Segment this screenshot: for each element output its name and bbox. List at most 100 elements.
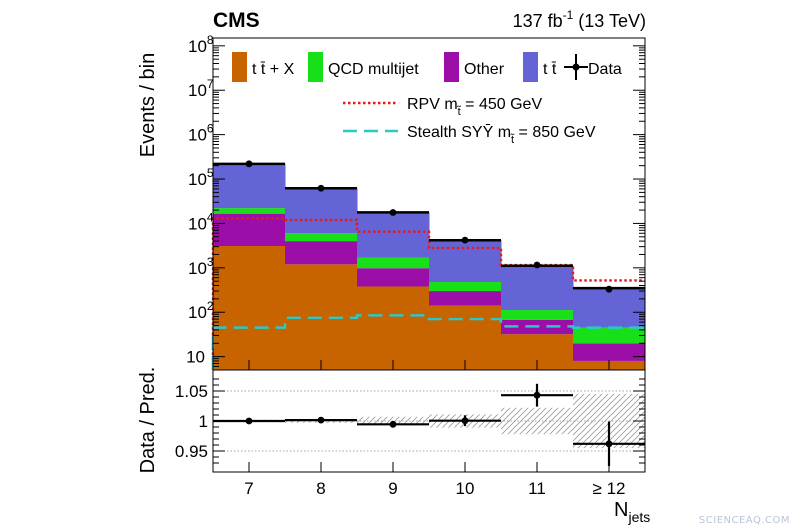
legend-after-stealth: = 850 GeV xyxy=(514,124,596,141)
x-tick-label-1: 8 xyxy=(316,479,325,498)
top-tick-label-7: 108 xyxy=(188,33,214,56)
lumi-value: 137 fb xyxy=(513,11,563,31)
top-tick-exp-4: 5 xyxy=(207,166,214,180)
legend-swatch-ttx xyxy=(232,52,247,82)
ratio-point-0 xyxy=(245,417,253,425)
bar-other-2 xyxy=(357,268,430,287)
bar-tt-4 xyxy=(501,265,574,311)
signal-line-stealth xyxy=(211,314,645,370)
legend-swatch-qcd xyxy=(308,52,323,82)
bar-ttx-2 xyxy=(357,286,430,370)
top-tick-base-6: 10 xyxy=(188,81,207,100)
watermark: SCIENCEAQ.COM xyxy=(698,515,790,526)
data-point-0 xyxy=(245,160,253,168)
bar-tt-3 xyxy=(429,240,502,282)
legend-label-ttx: t t̄ + X xyxy=(252,61,295,78)
bar-ttx-3 xyxy=(429,305,502,370)
top-tick-base-1: 10 xyxy=(188,303,207,322)
energy-value: (13 TeV) xyxy=(573,11,646,31)
ratio-tick-label-2: 1.05 xyxy=(175,382,208,401)
legend-label-stealth: Stealth SYȲ mt̃ = 850 GeV xyxy=(407,123,596,146)
x-axis-label-sub: jets xyxy=(627,509,650,525)
x-tick-label-4: 11 xyxy=(528,479,546,498)
ratio-band-4 xyxy=(501,407,573,435)
legend-label-data: Data xyxy=(588,61,622,78)
legend-swatch-tt xyxy=(523,52,538,82)
lumi-label: 137 fb-1 (13 TeV) xyxy=(513,8,646,31)
signal-lines xyxy=(211,217,645,370)
legend-after-rpv: = 450 GeV xyxy=(461,96,543,113)
bar-other-1 xyxy=(285,241,358,265)
top-tick-label-2: 103 xyxy=(188,255,214,278)
top-tick-base-2: 10 xyxy=(188,259,207,278)
x-axis-label: Njets xyxy=(614,499,650,525)
top-tick-label-4: 105 xyxy=(188,166,214,189)
top-tick-label-3: 104 xyxy=(188,210,214,233)
bar-other-3 xyxy=(429,291,502,306)
ratio-point-4 xyxy=(533,391,541,399)
x-axis: 7 8 9 10 11 ≥ 12 xyxy=(244,360,625,498)
bar-qcd-0 xyxy=(213,208,286,214)
legend-text-rpv: RPV m xyxy=(407,96,458,113)
ratio-point-1 xyxy=(317,416,325,424)
signal-line-rpv xyxy=(211,217,645,370)
ratio-tick-label-0: 0.95 xyxy=(175,442,208,461)
x-tick-label-0: 7 xyxy=(244,479,253,498)
top-tick-base-5: 10 xyxy=(188,126,207,145)
ratio-frame xyxy=(212,369,646,473)
experiment-label: CMS xyxy=(213,9,260,32)
top-tick-label-1: 102 xyxy=(188,299,214,322)
legend-label-rpv: RPV mt̃ = 450 GeV xyxy=(407,96,542,118)
top-tick-exp-6: 7 xyxy=(207,77,214,91)
x-tick-label-3: 10 xyxy=(456,479,475,498)
ratio-y-label: Data / Pred. xyxy=(137,367,159,474)
top-tick-label-0: 10 xyxy=(186,348,205,367)
top-tick-base-0: 10 xyxy=(186,348,205,367)
data-point-2 xyxy=(389,209,397,216)
bar-qcd-1 xyxy=(285,233,358,242)
legend-sub-stealth: t̃ xyxy=(510,133,515,146)
bar-tt-1 xyxy=(285,188,358,234)
bar-ttx-0 xyxy=(213,246,286,370)
legend-label-other: Other xyxy=(464,61,505,78)
top-tick-exp-1: 2 xyxy=(207,299,214,313)
top-tick-exp-2: 3 xyxy=(207,255,214,269)
bar-tt-2 xyxy=(357,212,430,258)
top-tick-base-3: 10 xyxy=(188,214,207,233)
legend-label-qcd: QCD multijet xyxy=(328,61,419,78)
x-tick-label-2: 9 xyxy=(388,479,397,498)
legend-data-marker xyxy=(572,63,580,71)
top-tick-exp-5: 6 xyxy=(207,122,214,136)
stacked-bars xyxy=(213,163,646,370)
bar-tt-0 xyxy=(213,163,286,209)
top-tick-label-6: 107 xyxy=(188,77,214,100)
x-tick-label-5: ≥ 12 xyxy=(593,479,626,498)
lumi-exponent: -1 xyxy=(563,8,574,22)
bar-tt-5 xyxy=(573,288,646,328)
ratio-y-axis: 0.95 1 1.05 xyxy=(175,378,645,464)
top-tick-label-5: 106 xyxy=(188,122,214,145)
data-points xyxy=(245,160,613,293)
bar-qcd-2 xyxy=(357,257,430,269)
bar-other-0 xyxy=(213,213,286,247)
bar-qcd-5 xyxy=(573,327,646,344)
legend-sub-rpv: t̃ xyxy=(456,105,461,118)
top-tick-base-4: 10 xyxy=(188,170,207,189)
bar-other-5 xyxy=(573,343,646,361)
bar-qcd-3 xyxy=(429,281,502,292)
data-point-3 xyxy=(461,236,469,244)
ratio-panel: 0.95 1 1.05 Data / Pred. xyxy=(137,367,646,474)
top-tick-base-7: 10 xyxy=(188,37,207,56)
ratio-point-2 xyxy=(389,420,397,428)
data-point-4 xyxy=(533,261,541,269)
bar-qcd-4 xyxy=(501,310,574,320)
legend-swatch-other xyxy=(444,52,459,82)
legend-label-tt: t t̄ xyxy=(543,61,557,78)
data-point-5 xyxy=(605,285,613,293)
top-tick-exp-3: 4 xyxy=(207,210,214,224)
legend-text-stealth: Stealth SYȲ m xyxy=(407,123,511,141)
